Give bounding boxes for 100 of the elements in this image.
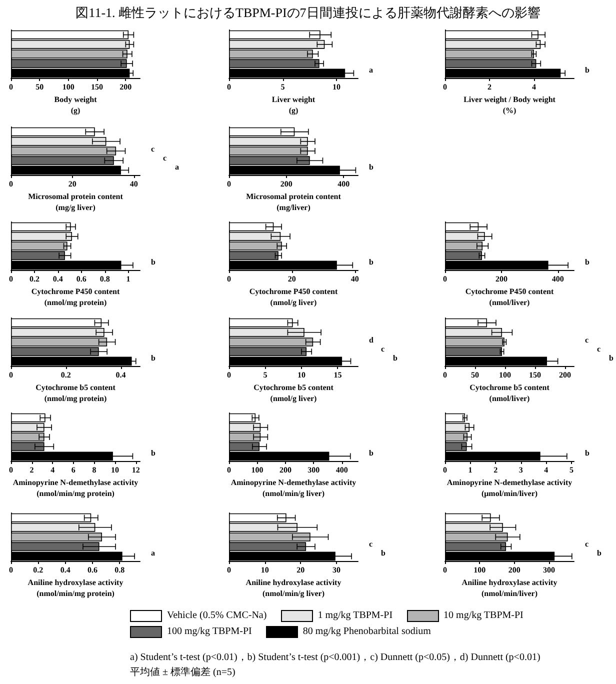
text: c — [369, 540, 373, 548]
x-axis-title: Microsomal protein content (mg/g liver) — [28, 192, 124, 212]
x-tick-label: 0.4 — [60, 566, 70, 574]
text: b — [609, 354, 614, 362]
x-axis-title: Aniline hydroxylase activity (nmol/min/liver) — [462, 578, 558, 598]
x-tick-label: 40 — [350, 274, 359, 284]
x-tick-label: 200 — [120, 82, 132, 92]
x-tick-label: 6 — [71, 466, 76, 474]
text: b — [151, 354, 156, 362]
text: c — [597, 344, 601, 354]
text: b — [585, 448, 590, 458]
x-tick-label: 0.2 — [29, 274, 40, 284]
x-tick-label: 5 — [569, 466, 574, 474]
x-tick-label: 0.4 — [116, 370, 126, 380]
x-tick-label: 10 — [332, 82, 340, 92]
text: b — [369, 162, 374, 172]
x-tick-label: 0 — [9, 566, 13, 574]
text: 図11-1. 雌性ラットにおけるTBPM-PIの7日間連投による肝薬物代謝酵素への影響 — [74, 4, 542, 22]
x-tick-label: 20 — [68, 180, 76, 188]
text: a — [369, 66, 373, 74]
x-tick-label: 4 — [50, 466, 55, 474]
x-axis-title: Cytochrome P450 content (nmol/mg protein) — [31, 287, 120, 307]
x-tick-label: 400 — [552, 274, 564, 284]
x-tick-label: 0 — [227, 466, 231, 474]
text: b — [585, 258, 590, 266]
text: b — [381, 548, 386, 558]
x-tick-label: 5 — [263, 370, 268, 380]
x-tick-label: 10 — [297, 370, 306, 380]
x-tick-label: 200 — [279, 466, 292, 474]
text: b — [369, 258, 374, 266]
x-tick-label: 200 — [559, 370, 571, 380]
x-tick-label: 0 — [9, 370, 13, 380]
text: b — [151, 448, 156, 458]
text: b — [151, 258, 156, 266]
x-tick-label: 0 — [443, 274, 447, 284]
legend-label: 100 mg/kg TBPM-PI — [167, 626, 252, 638]
text: c — [585, 336, 589, 344]
x-axis-title: Aniline hydroxylase activity (nmol/min/g liver) — [246, 578, 342, 598]
x-axis-title: Cytochrome P450 content (nmol/liver) — [465, 287, 554, 307]
x-tick-label: 10 — [260, 566, 269, 574]
x-tick-label: 20 — [288, 274, 296, 284]
x-tick-label: 0 — [227, 274, 231, 284]
x-tick-label: 2 — [494, 466, 498, 474]
text: c — [163, 154, 167, 162]
x-tick-label: 1 — [468, 466, 472, 474]
x-tick-label: 5 — [280, 82, 285, 92]
legend-label: Vehicle (0.5% CMC-Na) — [167, 610, 267, 622]
x-tick-label: 4 — [544, 466, 548, 474]
x-tick-label: 0.8 — [100, 274, 110, 284]
x-axis-title: Cytochrome b5 content (nmol/mg protein) — [36, 383, 116, 403]
text: b — [585, 66, 590, 74]
x-tick-label: 400 — [336, 466, 348, 474]
legend-label: 10 mg/kg TBPM-PI — [444, 610, 524, 622]
x-axis-title: Cytochrome b5 content (nmol/liver) — [470, 383, 550, 403]
x-tick-label: 100 — [474, 566, 486, 574]
x-axis-title: Aminopyrine N-demethylase activity (nmol/min/mg protein) — [12, 478, 138, 498]
x-axis-title: Liver weight / Body weight (%) — [464, 95, 556, 115]
x-axis-title: Cytochrome b5 content (nmol/g liver) — [254, 383, 334, 403]
x-tick-label: 0 — [227, 370, 231, 380]
x-tick-label: 50 — [471, 370, 479, 380]
x-tick-label: 150 — [529, 370, 541, 380]
text: c — [381, 344, 385, 354]
x-tick-label: 0 — [227, 82, 231, 92]
x-axis-title: Aminopyrine N-demethylase activity (μmol/min/liver) — [446, 478, 572, 498]
x-tick-label: 100 — [62, 82, 74, 92]
legend-label: 1 mg/kg TBPM-PI — [318, 610, 393, 622]
x-tick-label: 0 — [9, 180, 13, 188]
text: a — [151, 548, 155, 558]
x-tick-label: 0.2 — [60, 370, 71, 380]
x-tick-label: 2 — [487, 82, 492, 92]
text: a) Student’s t-test (p<0.01)，b) Student’s t-test (p<0.001)，c) Dunnett (p<0.05)，d) Dunnett (p<0.01) — [130, 651, 542, 665]
x-axis-title: Aminopyrine N-demethylase activity (nmol/min/g liver) — [230, 478, 356, 498]
x-tick-label: 100 — [251, 466, 264, 474]
x-tick-label: 0 — [443, 466, 447, 474]
x-axis-title: Cytochrome P450 content (nmol/g liver) — [249, 287, 338, 307]
x-tick-label: 0 — [9, 274, 13, 284]
x-tick-label: 0 — [9, 82, 13, 92]
x-tick-label: 0 — [443, 370, 447, 380]
x-tick-label: 2 — [30, 466, 34, 474]
x-tick-label: 0 — [443, 566, 447, 574]
text: c — [151, 144, 155, 154]
x-tick-label: 50 — [36, 82, 44, 92]
text: a — [175, 162, 179, 172]
x-axis-title: Microsomal protein content (mg/liver) — [246, 192, 342, 212]
x-tick-label: 300 — [308, 466, 320, 474]
x-axis-title: Aniline hydroxylase activity (nmol/min/mg protein) — [28, 578, 124, 598]
x-tick-label: 0 — [227, 566, 231, 574]
x-tick-label: 0 — [9, 466, 13, 474]
text: d — [369, 336, 374, 344]
x-tick-label: 0.4 — [52, 274, 63, 284]
legend-label: 80 mg/kg Phenobarbital sodium — [302, 626, 431, 638]
x-tick-label: 0 — [443, 82, 447, 92]
text: c — [585, 540, 589, 548]
text: b — [393, 354, 398, 362]
x-tick-label: 12 — [132, 466, 140, 474]
x-tick-label: 20 — [296, 566, 305, 574]
x-axis-title: Body weight (g) — [54, 95, 98, 115]
x-tick-label: 8 — [92, 466, 96, 474]
x-tick-label: 0.2 — [33, 566, 44, 574]
x-tick-label: 200 — [508, 566, 520, 574]
